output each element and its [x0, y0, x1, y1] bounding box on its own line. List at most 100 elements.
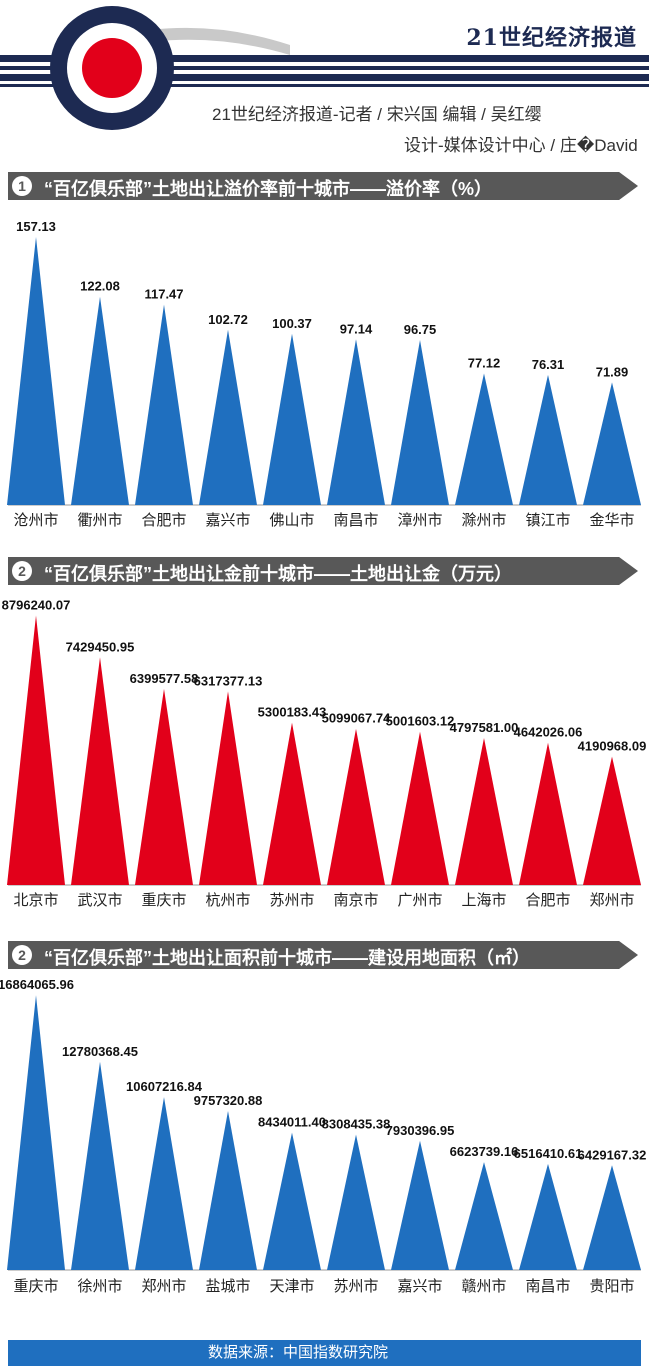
category-label: 武汉市: [77, 892, 122, 909]
value-label: 5300183.43: [258, 705, 327, 720]
category-label: 郑州市: [589, 892, 634, 909]
bar-mark: [391, 339, 449, 505]
bar-mark: [391, 1140, 449, 1270]
value-label: 76.31: [532, 357, 565, 372]
bar-mark: [263, 1132, 321, 1270]
category-label: 贵阳市: [589, 1278, 634, 1295]
value-label: 4642026.06: [514, 725, 583, 740]
bar-mark: [7, 236, 65, 505]
bar-mark: [391, 731, 449, 885]
bar-mark: [519, 742, 577, 885]
bar-mark: [519, 1163, 577, 1270]
bar-mark: [327, 728, 385, 885]
category-label: 衢州市: [77, 512, 122, 529]
category-label: 滁州市: [461, 512, 506, 529]
bar-mark: [135, 688, 193, 885]
bar-mark: [199, 1111, 257, 1270]
bar-mark: [519, 374, 577, 505]
section-3-header: 2 “百亿俱乐部”土地出让面积前十城市——建设用地面积（㎡）: [8, 941, 638, 969]
category-label: 南昌市: [525, 1278, 570, 1295]
bar-mark: [583, 756, 641, 885]
category-label: 漳州市: [397, 511, 442, 529]
value-label: 12780368.45: [62, 1044, 138, 1059]
category-label: 重庆市: [141, 892, 186, 909]
value-label: 16864065.96: [0, 977, 74, 992]
bar-mark: [71, 296, 129, 505]
value-label: 4797581.00: [450, 720, 519, 735]
bar-mark: [135, 1097, 193, 1270]
chart-land-area: 16864065.96 重庆市 12780368.45 徐州市 10607216.84 郑…: [0, 970, 649, 1300]
value-label: 157.13: [16, 219, 56, 234]
credit-line-2: 设计-媒体设计中心 / 庄�David: [404, 136, 638, 155]
category-label: 合肥市: [525, 892, 570, 909]
brand-title: 21世纪经济报道: [466, 25, 637, 51]
category-label: 盐城市: [205, 1278, 250, 1295]
value-label: 6317377.13: [194, 673, 263, 688]
bar-mark: [7, 995, 65, 1270]
bar-mark: [327, 339, 385, 505]
category-label: 郑州市: [141, 1278, 186, 1295]
value-label: 7930396.95: [386, 1123, 455, 1138]
header: 21世纪经济报道 21世纪经济报道-记者 / 宋兴国 编辑 / 吴红缨 设计-媒…: [0, 0, 649, 160]
bar-mark: [583, 1165, 641, 1270]
category-label: 合肥市: [141, 512, 186, 529]
category-label: 杭州市: [205, 892, 250, 909]
category-label: 南昌市: [333, 512, 378, 529]
bar-mark: [455, 737, 513, 885]
category-label: 嘉兴市: [397, 1278, 442, 1295]
chart-land-revenue: 8796240.07 北京市 7429450.95 武汉市 6399577.58 重庆市 6…: [0, 588, 649, 913]
section-2-title: “百亿俱乐部”土地出让金前十城市——土地出让金（万元）: [44, 564, 512, 584]
value-label: 77.12: [468, 355, 501, 370]
category-label: 南京市: [333, 892, 378, 909]
category-label: 上海市: [461, 892, 506, 909]
section-3-title: “百亿俱乐部”土地出让面积前十城市——建设用地面积（㎡）: [44, 948, 530, 968]
value-label: 10607216.84: [126, 1079, 203, 1094]
category-label: 佛山市: [269, 512, 314, 529]
value-label: 8308435.38: [322, 1117, 391, 1132]
category-label: 重庆市: [13, 1278, 58, 1295]
bar-mark: [135, 304, 193, 505]
category-label: 金华市: [589, 512, 634, 529]
bar-mark: [455, 373, 513, 505]
chart-premium-rate: 157.13 沧州市 122.08 衢州市 117.47 合肥市 102.72 嘉兴市 100.…: [0, 202, 649, 532]
category-label: 北京市: [13, 892, 58, 909]
value-label: 117.47: [144, 287, 183, 302]
bar-mark: [71, 1061, 129, 1270]
value-label: 7429450.95: [66, 639, 135, 654]
credit-line-1: 21世纪经济报道-记者 / 宋兴国 编辑 / 吴红缨: [212, 105, 542, 124]
section-1-header: 1 “百亿俱乐部”土地出让溢价率前十城市——溢价率（%）: [8, 172, 638, 200]
value-label: 96.75: [404, 322, 437, 337]
value-label: 8796240.07: [2, 597, 71, 612]
value-label: 6516410.61: [514, 1146, 583, 1161]
value-label: 9757320.88: [194, 1093, 263, 1108]
bar-mark: [263, 722, 321, 885]
value-label: 100.37: [272, 316, 312, 331]
value-label: 6429167.32: [578, 1147, 647, 1162]
newspaper-logo-graphic: [0, 6, 649, 130]
value-label: 97.14: [340, 321, 373, 336]
bar-mark: [455, 1162, 513, 1270]
value-label: 5001603.12: [386, 714, 455, 729]
section-1-badge: 1: [12, 176, 32, 196]
bar-mark: [583, 382, 641, 505]
category-label: 徐州市: [77, 1278, 122, 1295]
value-label: 6623739.16: [450, 1144, 519, 1159]
category-label: 嘉兴市: [205, 512, 250, 529]
value-label: 6399577.58: [130, 671, 199, 686]
section-1-title: “百亿俱乐部”土地出让溢价率前十城市——溢价率（%）: [44, 179, 493, 199]
value-label: 71.89: [596, 364, 629, 379]
section-3-badge: 2: [12, 945, 32, 965]
category-label: 天津市: [269, 1278, 314, 1295]
value-label: 4190968.09: [578, 739, 647, 754]
source-text: 数据来源：中国指数研究院: [208, 1344, 389, 1361]
category-label: 苏州市: [269, 892, 314, 909]
category-label: 广州市: [397, 892, 442, 909]
bar-mark: [199, 329, 257, 505]
section-2-badge: 2: [12, 561, 32, 581]
value-label: 8434011.40: [258, 1115, 326, 1130]
category-label: 沧州市: [13, 512, 58, 529]
category-label: 镇江市: [525, 512, 570, 529]
bar-mark: [71, 657, 129, 885]
value-label: 102.72: [208, 312, 248, 327]
footer-source: 数据来源：中国指数研究院: [8, 1340, 641, 1366]
